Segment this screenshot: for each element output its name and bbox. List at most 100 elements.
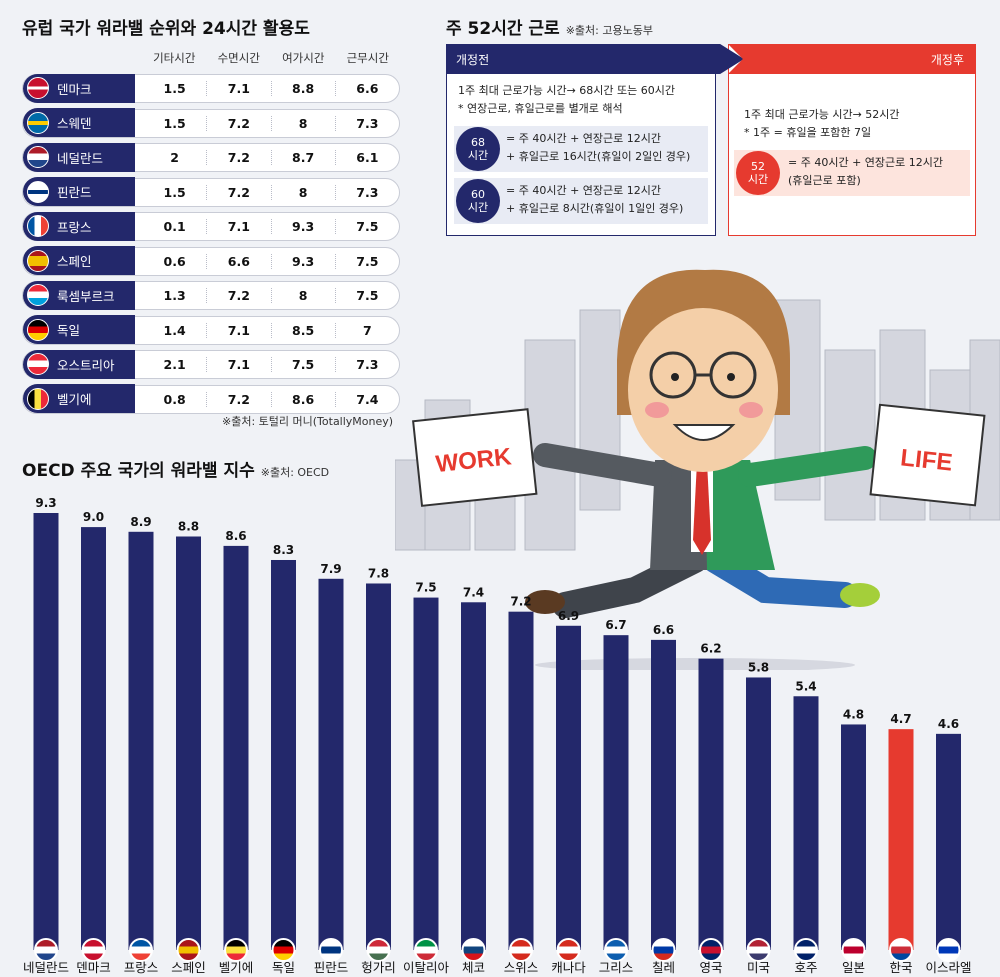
table-cell: 7.5 <box>334 219 399 234</box>
row-values: 0.8 7.2 8.6 7.4 <box>143 391 399 407</box>
country-flag-icon <box>509 938 533 962</box>
country-name: 핀란드 <box>57 185 92 200</box>
country-flag-icon <box>34 938 58 962</box>
x-tick-label: 핀란드 <box>314 960 349 975</box>
bar <box>508 611 534 950</box>
table-cell: 7.5 <box>270 357 335 372</box>
country-name: 네덜란드 <box>57 150 104 166</box>
country-name: 스페인 <box>57 254 92 269</box>
x-tick-label: 헝가리 <box>361 960 396 975</box>
data-label: 7.9 <box>320 562 341 576</box>
country-label: 네덜란드 <box>23 142 135 172</box>
x-tick-label: 벨기에 <box>219 960 254 975</box>
country-flag-icon <box>129 938 153 962</box>
data-label: 8.6 <box>225 529 246 543</box>
oecd-title: OECD 주요 국가의 워라밸 지수 ※출처: OECD <box>22 456 329 481</box>
table-cell: 7.3 <box>334 115 399 131</box>
table-cell: 1.3 <box>163 288 186 303</box>
table-cell: 8 <box>270 184 335 200</box>
table-row: 스페인 0.6 6.6 9.3 7.5 <box>22 246 400 276</box>
row-values: 0.6 6.6 9.3 7.5 <box>143 253 399 269</box>
case60-line2: + 휴일근로 8시간(휴일이 1일인 경우) <box>506 202 684 215</box>
table-cell: 8.5 <box>270 322 335 338</box>
bar <box>556 625 581 950</box>
table-cell: 7.2 <box>206 391 270 407</box>
x-tick-label: 미국 <box>747 960 770 975</box>
country-flag-icon <box>319 938 343 962</box>
data-label: 4.8 <box>843 707 864 721</box>
table-row: 오스트리아 2.1 7.1 7.5 7.3 <box>22 349 400 379</box>
data-label: 7.4 <box>463 585 484 599</box>
denmark-flag-icon <box>27 77 49 99</box>
country-flag-icon <box>271 938 296 962</box>
x-tick-label: 덴마크 <box>76 960 111 975</box>
table-cell: 7.1 <box>206 219 270 234</box>
country-name: 덴마크 <box>57 81 92 97</box>
table-cell: 7.3 <box>334 184 399 200</box>
europe-table-header: 기타시간 수면시간 여가시간 근무시간 <box>22 44 400 74</box>
x-tick-label: 캐나다 <box>551 960 586 975</box>
country-flag-icon <box>889 938 913 962</box>
country-flag-icon <box>176 938 201 962</box>
hours52-title-text: 주 52시간 근로 <box>446 19 560 39</box>
case52-circle: 52 시간 <box>736 151 780 195</box>
x-tick-label: 칠레 <box>652 960 675 975</box>
bar <box>128 531 154 950</box>
country-name: 벨기에 <box>57 392 92 407</box>
country-flag-icon <box>936 938 961 962</box>
hours52-source: ※출처: 고용노동부 <box>565 24 653 37</box>
country-label: 벨기에 <box>23 384 135 413</box>
table-cell: 0.1 <box>163 219 186 234</box>
table-cell: 1.4 <box>163 322 186 338</box>
bar <box>936 733 961 950</box>
country-flag-icon <box>746 938 771 962</box>
data-label: 8.3 <box>273 543 294 557</box>
data-label: 7.5 <box>415 581 436 595</box>
hours52-panel: 개정전 개정후 1주 최대 근로가능 시간→ 68시간 또는 60시간 * 연장… <box>446 44 976 236</box>
table-row: 스웨덴 1.5 7.2 8 7.3 <box>22 108 400 138</box>
bar <box>888 729 914 950</box>
bar <box>366 583 391 950</box>
sweden-flag-icon <box>27 111 49 134</box>
table-cell: 8.7 <box>270 150 335 165</box>
case52-line1: = 주 40시간 + 연장근로 12시간 <box>788 156 943 169</box>
oecd-source: ※출처: OECD <box>260 466 330 479</box>
bar <box>318 578 344 950</box>
case68-line2: + 휴일근로 16시간(휴일이 2일인 경우) <box>506 150 691 163</box>
after-box <box>728 44 976 236</box>
bar <box>793 696 819 950</box>
bar <box>461 602 486 950</box>
bar <box>413 597 439 950</box>
table-cell: 7.2 <box>206 288 270 303</box>
table-cell: 8.6 <box>270 391 335 407</box>
netherlands-flag-icon <box>27 146 49 168</box>
country-name: 오스트리아 <box>57 357 115 373</box>
bar <box>841 724 866 950</box>
finland-flag-icon <box>27 180 49 203</box>
row-values: 1.4 7.1 8.5 7 <box>143 322 399 338</box>
life-sign: LIFE <box>869 403 986 507</box>
belgium-flag-icon <box>27 387 49 410</box>
table-cell: 0.6 <box>163 253 186 269</box>
data-label: 9.0 <box>83 510 104 524</box>
case68-line1: = 주 40시간 + 연장근로 12시간 <box>506 132 661 145</box>
row-values: 2 7.2 8.7 6.1 <box>143 150 399 165</box>
bar <box>176 536 201 950</box>
table-cell: 7.5 <box>334 253 399 269</box>
data-label: 7.2 <box>510 595 531 609</box>
work-life-illustration: WORK LIFE <box>395 269 1000 670</box>
table-cell: 1.5 <box>163 81 186 96</box>
table-cell: 6.6 <box>334 81 399 96</box>
bar <box>271 559 296 950</box>
europe-title: 유럽 국가 워라밸 순위와 24시간 활용도 <box>22 19 310 39</box>
table-row: 룩셈부르크 1.3 7.2 8 7.5 <box>22 280 400 310</box>
row-values: 1.5 7.1 8.8 6.6 <box>143 81 399 96</box>
case60-circle-text: 60 시간 <box>467 188 489 214</box>
data-label: 9.3 <box>35 496 56 510</box>
before-arrow-label: 개정전 <box>446 44 744 74</box>
before-line2: * 연장근로, 휴일근로를 별개로 해석 <box>458 102 623 115</box>
column-header: 근무시간 <box>346 51 389 65</box>
data-label: 5.4 <box>795 679 816 693</box>
column-header: 기타시간 <box>153 51 196 65</box>
country-flag-icon <box>604 938 628 962</box>
